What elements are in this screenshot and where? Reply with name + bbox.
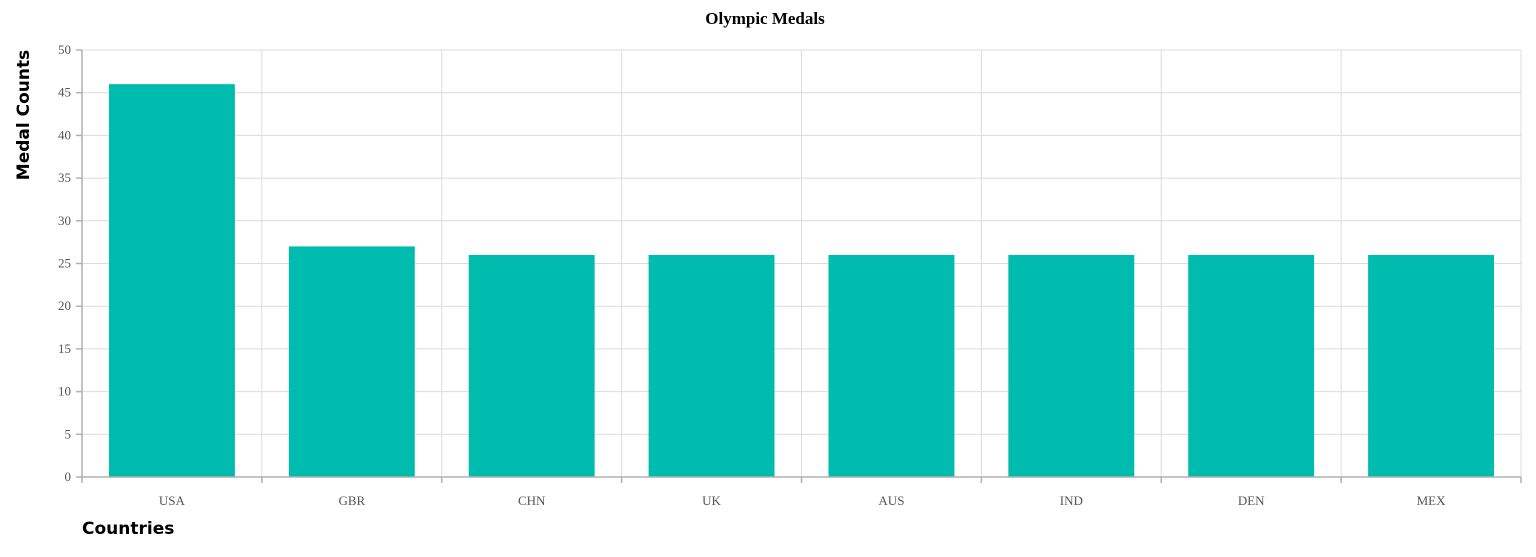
y-tick-label: 10 — [58, 384, 71, 399]
x-tick-label: AUS — [878, 493, 904, 508]
bar-chn[interactable] — [468, 254, 595, 477]
x-tick-labels: USA GBR CHN UK AUS IND DEN MEX — [159, 493, 1446, 508]
y-tick-label: 30 — [58, 213, 71, 228]
bar-ind[interactable] — [1008, 254, 1135, 477]
y-tick-label: 40 — [58, 127, 71, 142]
x-tick-label: IND — [1060, 493, 1083, 508]
x-tick-label: CHN — [518, 493, 546, 508]
x-tick-label: UK — [702, 493, 721, 508]
x-axis-title: Countries — [82, 519, 174, 539]
bar-usa[interactable] — [108, 84, 235, 477]
bar-mex[interactable] — [1368, 254, 1495, 477]
y-tick-labels: 0 5 10 15 20 25 30 35 40 45 50 — [58, 42, 71, 484]
y-tick-label: 20 — [58, 298, 71, 313]
bar-gbr[interactable] — [288, 246, 415, 477]
y-tick-label: 35 — [58, 170, 71, 185]
bar-den[interactable] — [1188, 254, 1315, 477]
x-tick-label: GBR — [338, 493, 365, 508]
axes — [76, 49, 1522, 483]
bar-aus[interactable] — [828, 254, 955, 477]
y-tick-label: 15 — [58, 341, 71, 356]
y-tick-label: 0 — [65, 469, 72, 484]
x-tick-label: DEN — [1238, 493, 1265, 508]
y-tick-label: 25 — [58, 256, 71, 271]
y-tick-label: 50 — [58, 42, 71, 57]
x-tick-label: USA — [159, 493, 186, 508]
y-axis-title: Medal Counts — [14, 50, 34, 180]
bars — [108, 84, 1495, 477]
y-tick-label: 45 — [58, 85, 71, 100]
chart-title: Olympic Medals — [705, 9, 825, 28]
x-tick-label: MEX — [1417, 493, 1447, 508]
bar-uk[interactable] — [648, 254, 775, 477]
y-tick-label: 5 — [65, 426, 72, 441]
